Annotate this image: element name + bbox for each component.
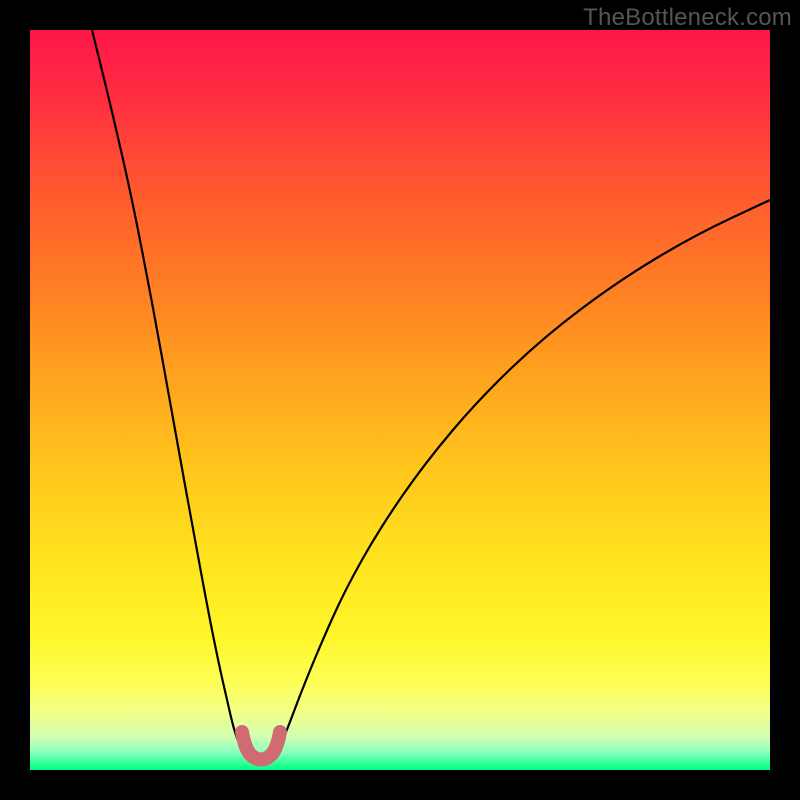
- watermark-text: TheBottleneck.com: [583, 4, 792, 32]
- trough-marker: [242, 732, 280, 760]
- curve-layer: [30, 30, 770, 770]
- curve-left-branch: [92, 30, 244, 754]
- plot-area: [30, 30, 770, 770]
- curve-right-branch: [277, 200, 770, 754]
